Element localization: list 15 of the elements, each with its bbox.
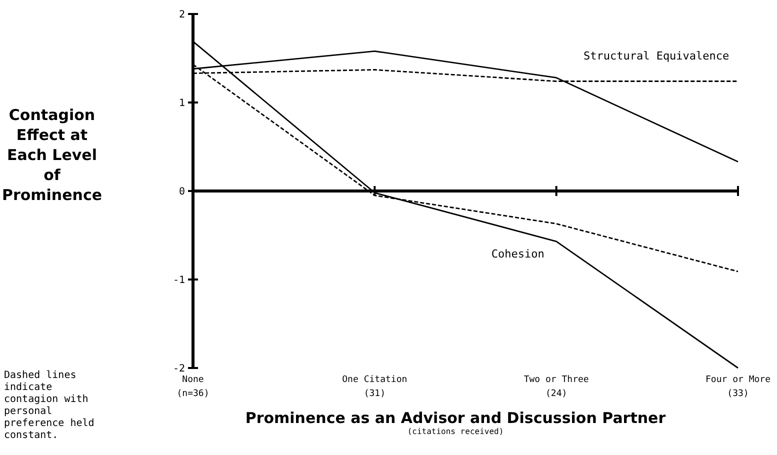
y-tick-label: 1: [178, 98, 185, 109]
x-tick-label: None (n=36): [176, 375, 210, 399]
text: Dashed lines indicate contagion with personal preference held constant.: [4, 370, 94, 441]
y-tick-label: 2: [178, 10, 185, 20]
series-label: Cohesion: [491, 247, 544, 260]
y-tick-label: -2: [172, 364, 185, 374]
text: (citations received): [407, 427, 504, 436]
y-axis-title: Contagion Effect at Each Level of Prominence: [2, 106, 102, 204]
y-tick-label: 0: [178, 186, 185, 198]
text: Structural Equivalence: [583, 50, 730, 63]
x-axis-title: Prominence as an Advisor and Discussion Partner: [245, 409, 666, 427]
x-tick-label: Four or More (33): [705, 375, 771, 399]
y-tick-label: -1: [172, 275, 185, 286]
x-tick-label: Two or Three (24): [524, 375, 589, 399]
x-tick-label: One Citation (31): [342, 375, 408, 399]
